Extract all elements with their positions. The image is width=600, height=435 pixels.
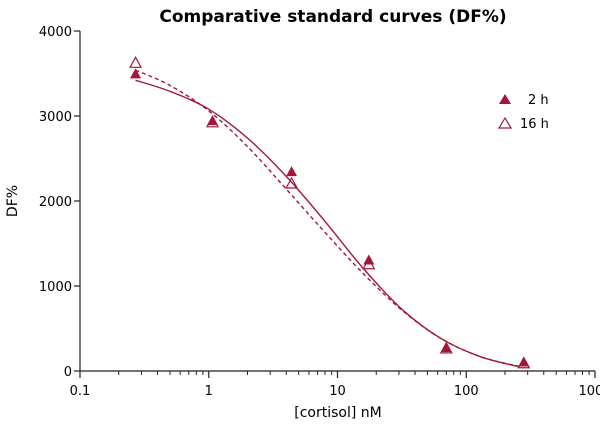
y-axis-title: DF% (5, 185, 21, 217)
legend-item-2h: 2 h (499, 93, 549, 108)
legend: 2 h 16 h (497, 93, 549, 132)
data-point-16h (439, 341, 453, 354)
y-tick-label: 4000 (39, 25, 72, 40)
legend-marker-filled-triangle (499, 94, 511, 104)
y-tick-label: 1000 (39, 280, 72, 295)
x-tick-label: 10 (329, 384, 346, 399)
legend-item-16h: 16 h (497, 116, 549, 132)
data-point-16h (129, 56, 143, 68)
data-points (129, 56, 531, 369)
legend-marker-open-triangle (497, 116, 513, 129)
y-tick-label: 2000 (39, 195, 72, 210)
axes (79, 31, 595, 372)
chart-title: Comparative standard curves (DF%) (159, 7, 506, 27)
fit-curve-2h (135, 79, 519, 368)
data-point-16h (362, 257, 376, 270)
x-axis-title: [cortisol] nM (294, 405, 381, 421)
x-tick-label: 1 (205, 384, 213, 399)
data-point-16h (285, 176, 299, 189)
x-tick-label: 100 (454, 384, 479, 399)
data-point-2h (130, 68, 142, 79)
y-tick-label: 3000 (39, 110, 72, 125)
data-point-2h (440, 342, 452, 353)
fit-curve-16h (135, 69, 519, 368)
x-tick-label: 1000 (578, 384, 600, 399)
legend-label-2h: 2 h (528, 93, 549, 108)
fit-curves (135, 69, 519, 368)
y-tick-label: 0 (64, 365, 72, 380)
x-tick-label: 0.1 (70, 384, 91, 399)
data-point-16h (206, 115, 220, 128)
x-ticks: 0.1 1 10 100 1000 (70, 371, 600, 399)
y-ticks: 0 1000 2000 3000 4000 (39, 25, 80, 380)
data-point-16h (517, 356, 531, 369)
data-point-2h (286, 166, 298, 177)
legend-label-16h: 16 h (520, 117, 549, 132)
